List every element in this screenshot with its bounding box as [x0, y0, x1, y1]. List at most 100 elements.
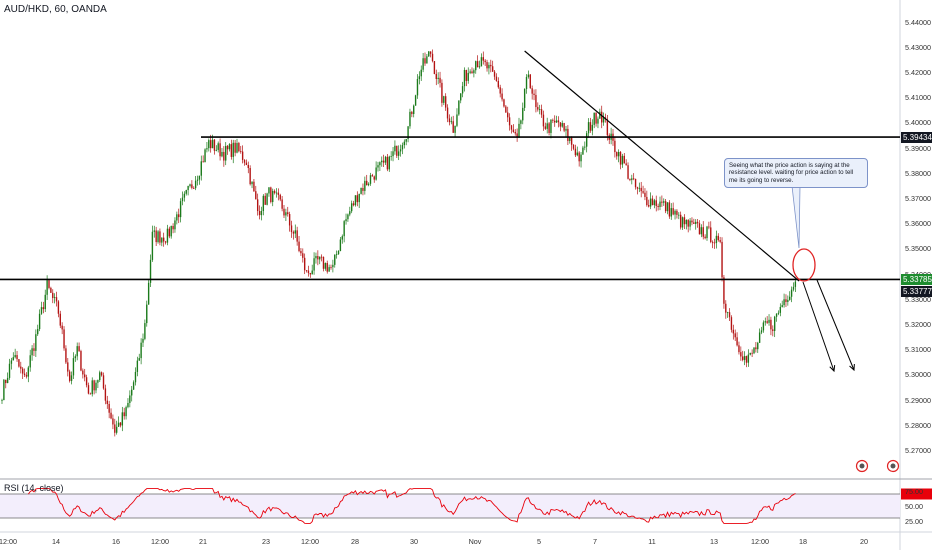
candle-body [685, 219, 688, 225]
candle-body [702, 227, 704, 237]
candle-body [298, 241, 300, 252]
candle-body [364, 180, 366, 191]
candle-body [392, 151, 394, 157]
candle-body [531, 88, 533, 94]
candle-body [219, 143, 221, 157]
candle-body [460, 93, 462, 101]
candle-body [55, 297, 58, 302]
candle-body [258, 211, 261, 216]
candle-body [578, 152, 580, 162]
candle-body [347, 214, 349, 220]
candle-body [290, 225, 293, 233]
candle-body [550, 119, 552, 133]
candle-body [397, 151, 400, 156]
candle-body [617, 151, 620, 157]
annotation-callout[interactable]: Seeing what the price action is saying a… [724, 158, 868, 189]
candle-body [208, 140, 210, 149]
candle-body [373, 176, 375, 180]
candle-body [196, 179, 199, 181]
candle-body [200, 161, 202, 176]
candle-body [591, 124, 594, 131]
candle-body [104, 388, 107, 401]
candle-body [629, 178, 631, 180]
candle-body [315, 256, 317, 259]
time-tick-label: 16 [112, 537, 120, 546]
candle-body [681, 217, 684, 228]
candle-body [416, 78, 419, 96]
candle-body [108, 403, 110, 413]
candle-body [542, 114, 545, 127]
candle-body [228, 144, 231, 150]
price-tick-label: 5.37000 [905, 193, 931, 203]
candle-body [512, 129, 515, 132]
candle-body [189, 184, 191, 186]
candle-body [497, 80, 500, 88]
candle-body [266, 193, 268, 205]
candle-body [772, 329, 774, 331]
candle-body [458, 100, 460, 115]
candle-body [341, 236, 343, 240]
candle-body [302, 253, 304, 258]
candle-body [35, 334, 37, 351]
candle-body [478, 66, 481, 68]
candle-body [678, 214, 680, 216]
candle-body [602, 117, 605, 123]
candle-body [76, 346, 78, 357]
candle-body [332, 264, 334, 268]
candle-body [360, 188, 362, 194]
candle-body [300, 251, 302, 254]
candle-body [503, 99, 505, 107]
candle-body [770, 319, 772, 330]
candle-body [426, 56, 428, 64]
candle-body [403, 141, 406, 146]
candle-body [789, 296, 791, 300]
candle-body [518, 123, 520, 138]
candle-body [384, 156, 387, 163]
candle-body [691, 220, 693, 223]
candle-body [687, 219, 689, 227]
candle-body [382, 160, 385, 163]
candle-body [396, 145, 398, 156]
candle-body [256, 199, 259, 212]
candle-body [790, 289, 793, 297]
candle-body [527, 74, 530, 77]
candle-body [198, 175, 201, 180]
candle-body [277, 192, 280, 195]
candle-body [31, 348, 33, 356]
candle-body [292, 232, 295, 234]
candle-body [377, 165, 379, 168]
candle-body [181, 197, 184, 202]
candle-body [147, 282, 150, 305]
candle-body [522, 107, 524, 121]
candle-body [499, 87, 501, 94]
candle-body [552, 119, 554, 121]
candle-body [779, 306, 782, 313]
candle-body [97, 380, 99, 383]
candle-body [441, 82, 443, 103]
candle-body [57, 301, 60, 314]
candle-body [418, 76, 421, 79]
candle-body [683, 217, 686, 225]
candle-body [762, 322, 765, 331]
rsi-tick-label: 50.00 [905, 501, 923, 511]
candle-body [751, 352, 753, 354]
candle-body [390, 156, 392, 157]
candle-body [544, 126, 547, 129]
candle-body [461, 86, 464, 94]
candle-body [84, 374, 86, 378]
candle-body [288, 214, 291, 226]
event-icon-dot [859, 463, 865, 469]
time-tick-label: 13 [710, 537, 718, 546]
time-tick-label: 12:00 [151, 537, 169, 546]
candles [1, 49, 797, 437]
candle-body [439, 77, 441, 83]
candle-body [337, 251, 340, 255]
candle-body [409, 111, 411, 127]
candle-body [644, 192, 646, 197]
candle-body [232, 142, 234, 157]
candle-body [469, 71, 471, 73]
candle-body [381, 160, 383, 163]
candle-body [296, 230, 298, 242]
candle-body [757, 342, 759, 350]
